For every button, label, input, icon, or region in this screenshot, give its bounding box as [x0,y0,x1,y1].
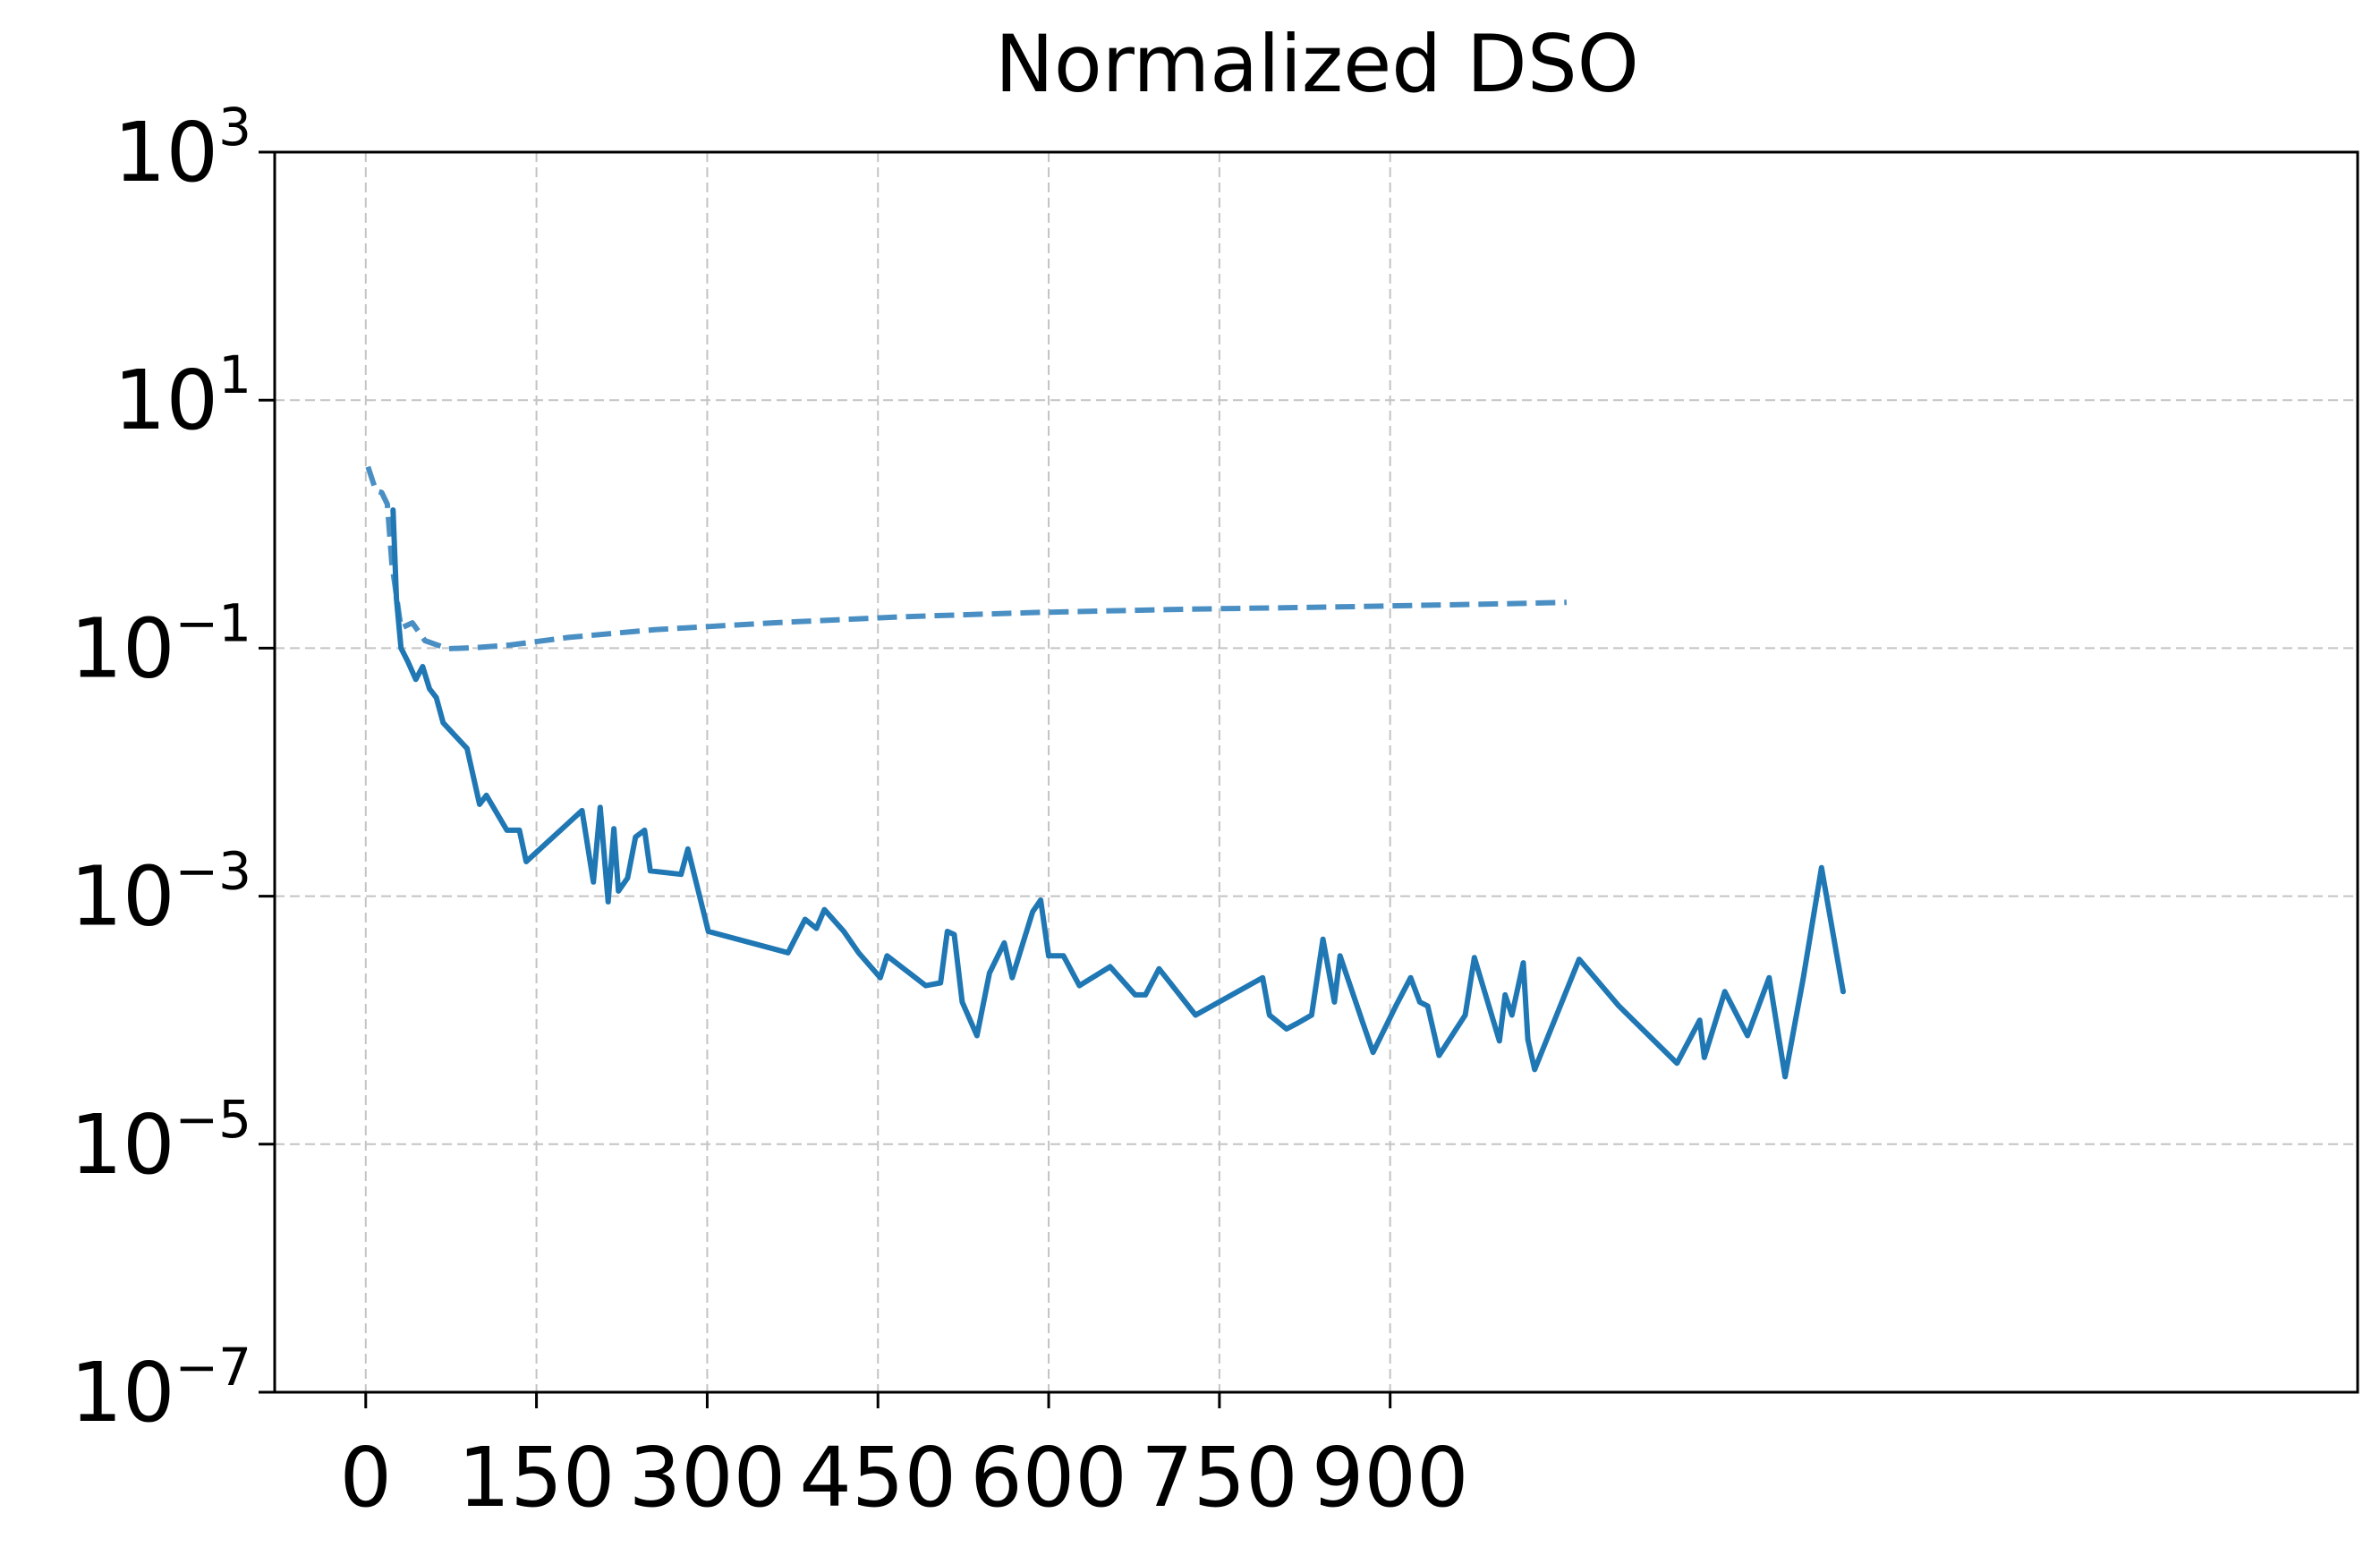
y-tick-label: 101 [114,344,251,448]
y-tick-base: 10 [70,849,174,945]
y-tick-exponent: −3 [175,841,252,902]
x-tick-label: 150 [458,1430,616,1526]
y-tick-base: 10 [70,600,174,696]
dashed-series-line [365,465,1567,651]
y-tick-base: 10 [70,1345,174,1441]
grid [275,152,2358,1392]
x-tick-label: 300 [629,1430,786,1526]
y-tick-exponent: 3 [218,97,251,157]
y-tick-exponent: −5 [175,1089,252,1150]
y-tick-label: 10−5 [70,1089,251,1193]
y-tick-label: 10−1 [70,592,251,696]
y-tick-label: 103 [114,97,251,200]
x-tick-label: 900 [1312,1430,1469,1526]
y-tick-base: 10 [114,353,218,448]
plot-frame [273,150,2359,1394]
x-tick-label: 600 [970,1430,1127,1526]
y-tick-exponent: −1 [175,592,252,653]
x-axis: 0 150 300 450 600 750 900 [339,1392,1468,1526]
y-tick-base: 10 [70,1097,174,1193]
chart-title: Normalized DSO [995,18,1639,110]
y-tick-label: 10−3 [70,841,251,945]
y-tick-label: 10−7 [70,1337,251,1441]
y-tick-exponent: −7 [175,1337,252,1398]
y-tick-exponent: 1 [218,344,251,405]
series-layer [365,465,1846,1080]
x-tick-label: 0 [339,1430,392,1526]
solid-series-line [390,507,1846,1080]
y-tick-base: 10 [114,105,218,200]
x-tick-label: 450 [799,1430,956,1526]
x-tick-label: 750 [1141,1430,1298,1526]
